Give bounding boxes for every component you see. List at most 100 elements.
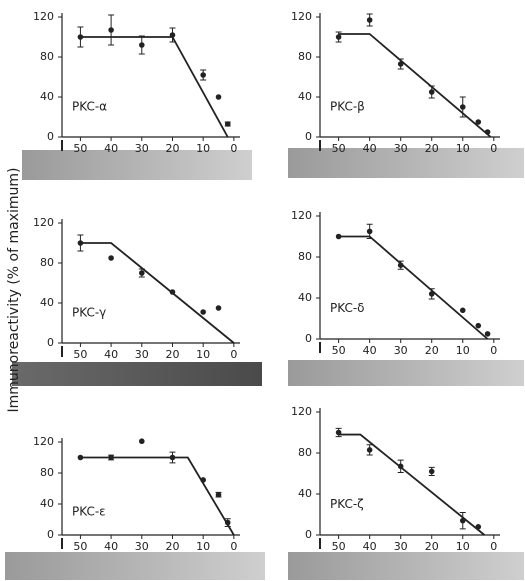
x-tick-label: 0 bbox=[490, 142, 497, 155]
data-point bbox=[138, 438, 145, 445]
y-tick-label: 0 bbox=[305, 130, 312, 143]
data-point bbox=[215, 94, 222, 100]
x-tick-label: 30 bbox=[135, 540, 149, 553]
blot-image bbox=[12, 362, 262, 386]
data-point bbox=[335, 233, 342, 240]
y-tick-label: 120 bbox=[291, 405, 312, 418]
fit-line bbox=[80, 36, 229, 138]
y-tick-label: 40 bbox=[40, 90, 54, 103]
x-tick-label: 40 bbox=[363, 142, 377, 155]
data-point bbox=[366, 17, 373, 23]
data-point bbox=[169, 454, 176, 461]
x-tick-label: 20 bbox=[425, 540, 439, 553]
y-tick-label: 40 bbox=[298, 487, 312, 500]
data-point bbox=[366, 228, 373, 235]
y-tick-label: 120 bbox=[33, 435, 54, 448]
data-point bbox=[428, 291, 435, 297]
x-tick-label: 10 bbox=[196, 142, 210, 155]
data-point bbox=[428, 89, 435, 95]
y-tick-label: 120 bbox=[291, 209, 312, 222]
blots bbox=[5, 148, 524, 580]
y-tick-label: 0 bbox=[47, 528, 54, 541]
blot-image bbox=[288, 148, 524, 178]
x-tick-label: 50 bbox=[73, 142, 87, 155]
data-point bbox=[215, 305, 222, 311]
blot-image bbox=[288, 552, 524, 580]
y-tick-label: 120 bbox=[33, 10, 54, 23]
x-tick-label: 10 bbox=[456, 142, 470, 155]
y-tick-label: 120 bbox=[291, 10, 312, 23]
data-point bbox=[169, 32, 176, 38]
panel-title: PKC-δ bbox=[330, 301, 365, 315]
data-point bbox=[138, 42, 145, 48]
data-point bbox=[475, 119, 482, 125]
x-tick-label: 10 bbox=[456, 344, 470, 357]
x-tick-label: 20 bbox=[165, 142, 179, 155]
data-point bbox=[335, 429, 342, 436]
x-tick-label: 50 bbox=[332, 344, 346, 357]
fit-line bbox=[338, 235, 489, 340]
data-point bbox=[138, 270, 145, 276]
data-point bbox=[428, 468, 435, 475]
data-point bbox=[335, 34, 342, 40]
panel-title: PKC-α bbox=[72, 100, 107, 114]
data-point bbox=[108, 454, 114, 461]
y-tick-label: 80 bbox=[40, 256, 54, 269]
x-tick-label: 10 bbox=[196, 348, 210, 361]
x-tick-label: 30 bbox=[394, 142, 408, 155]
y-tick-label: 40 bbox=[298, 90, 312, 103]
data-point bbox=[200, 72, 206, 78]
blot-image bbox=[22, 150, 252, 180]
data-point bbox=[77, 454, 84, 461]
y-tick-label: 80 bbox=[40, 50, 54, 63]
data-point bbox=[366, 447, 373, 453]
x-tick-label: 40 bbox=[363, 540, 377, 553]
x-tick-label: 10 bbox=[196, 540, 210, 553]
x-tick-label: 0 bbox=[230, 348, 237, 361]
fit-line bbox=[80, 242, 235, 344]
y-tick-label: 120 bbox=[33, 216, 54, 229]
x-tick-label: 30 bbox=[135, 348, 149, 361]
data-point bbox=[475, 322, 482, 329]
y-tick-label: 0 bbox=[47, 130, 54, 143]
data-point bbox=[169, 289, 176, 295]
x-tick-label: 20 bbox=[165, 348, 179, 361]
y-axis-label: Immunoreactivity (% of maximum) bbox=[6, 168, 22, 413]
y-tick-label: 40 bbox=[298, 291, 312, 304]
x-tick-label: 30 bbox=[394, 540, 408, 553]
data-point bbox=[459, 517, 466, 524]
data-point bbox=[484, 129, 491, 135]
blot-image bbox=[288, 360, 524, 386]
panel-title: PKC-β bbox=[330, 100, 365, 114]
blot-image bbox=[5, 552, 265, 580]
x-tick-label: 10 bbox=[456, 540, 470, 553]
data-point bbox=[475, 524, 482, 530]
data-point bbox=[459, 307, 466, 314]
y-tick-label: 40 bbox=[40, 497, 54, 510]
y-tick-label: 0 bbox=[47, 336, 54, 349]
fit-line bbox=[338, 33, 492, 138]
data-point bbox=[200, 477, 206, 483]
y-tick-label: 40 bbox=[40, 296, 54, 309]
data-point bbox=[397, 61, 404, 67]
fit-line bbox=[80, 456, 235, 536]
data-point bbox=[77, 240, 84, 246]
data-point bbox=[77, 34, 84, 40]
x-tick-label: 50 bbox=[332, 540, 346, 553]
y-tick-label: 0 bbox=[305, 528, 312, 541]
x-tick-label: 20 bbox=[425, 142, 439, 155]
x-tick-label: 50 bbox=[73, 540, 87, 553]
panel-title: PKC-ζ bbox=[330, 497, 364, 511]
data-point bbox=[397, 262, 404, 269]
data-point bbox=[484, 331, 491, 337]
x-tick-label: 50 bbox=[332, 142, 346, 155]
fit-line bbox=[338, 433, 486, 536]
data-point bbox=[459, 104, 466, 110]
x-tick-label: 20 bbox=[165, 540, 179, 553]
x-tick-label: 30 bbox=[135, 142, 149, 155]
x-tick-label: 40 bbox=[104, 540, 118, 553]
y-tick-label: 80 bbox=[298, 250, 312, 263]
x-tick-label: 0 bbox=[490, 344, 497, 357]
panel-title: PKC-γ bbox=[72, 306, 106, 320]
